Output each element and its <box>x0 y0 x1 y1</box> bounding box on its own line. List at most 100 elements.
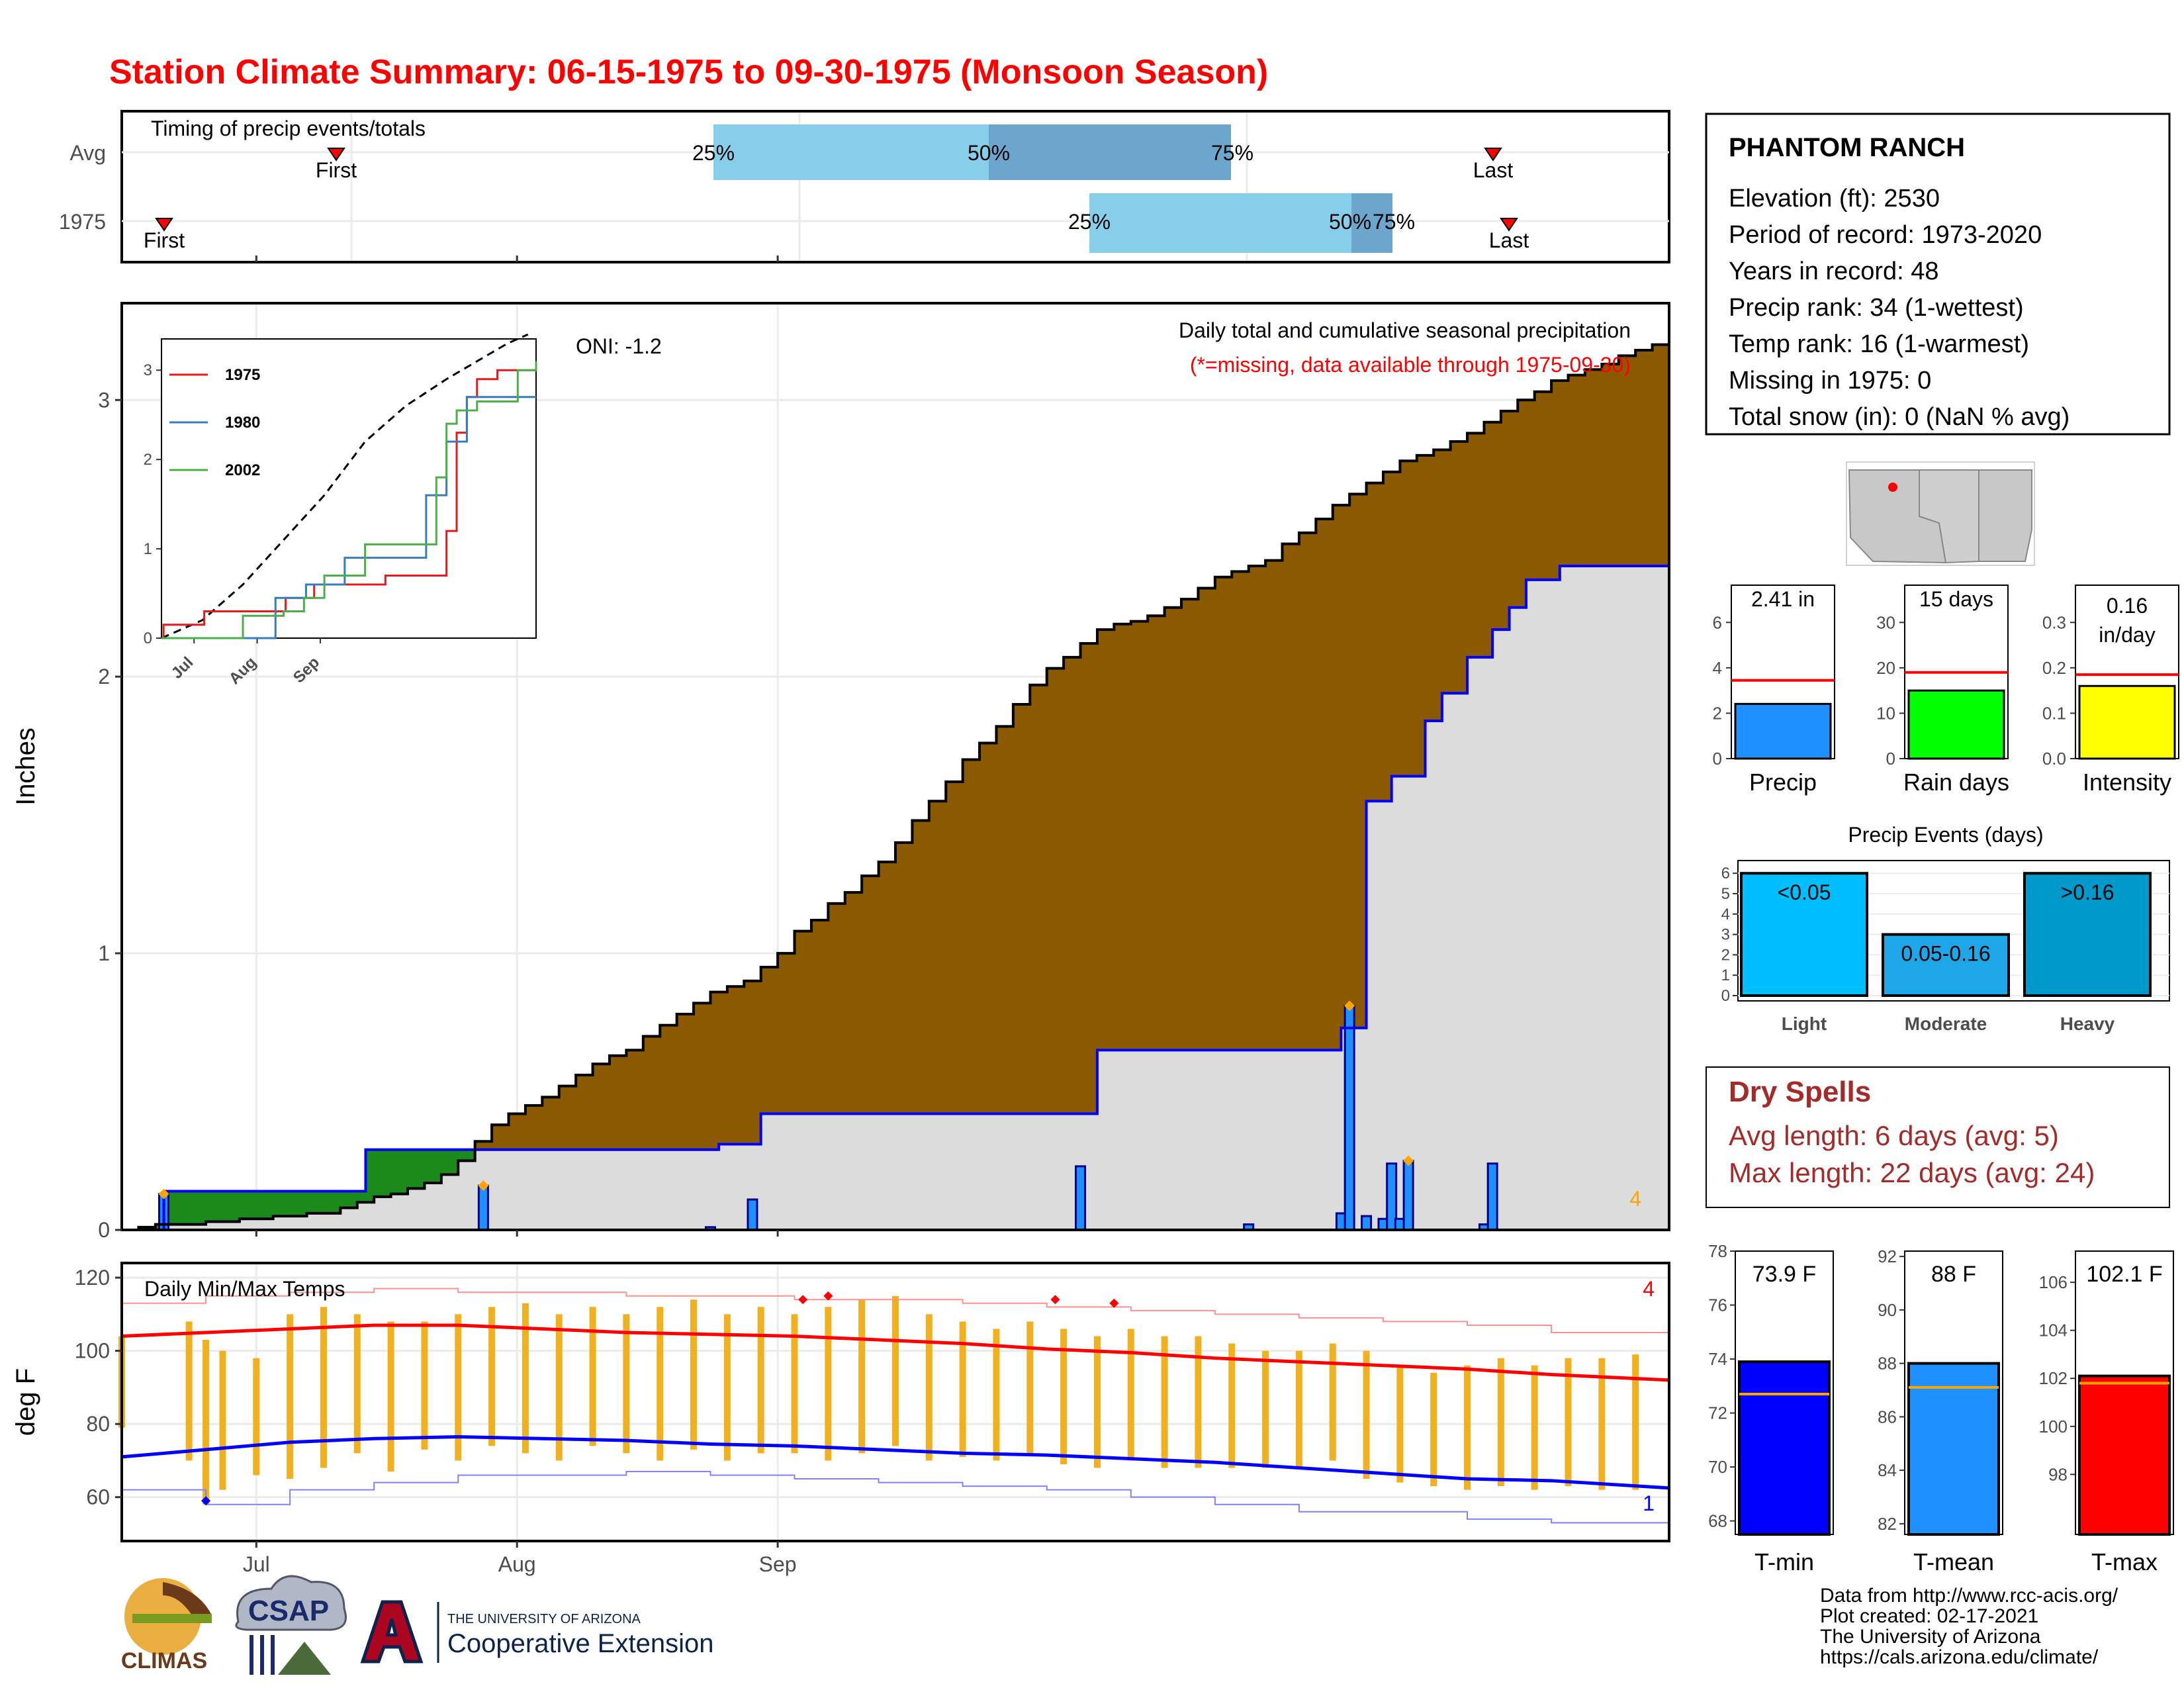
deficit-segment <box>441 1149 459 1175</box>
inset-series-line-1975 <box>161 365 537 639</box>
summary-value: 2.41 in <box>1751 587 1815 611</box>
surplus-segment <box>1148 616 1165 1051</box>
record-high-marker <box>1109 1298 1119 1308</box>
station-location-dot <box>1888 483 1897 492</box>
location-map <box>1846 461 2035 566</box>
events-y-tick-label: 2 <box>1721 946 1730 964</box>
temp-summary-bar-t-max <box>2078 1374 2171 1536</box>
surplus-segment <box>1400 461 1418 776</box>
temp-y-tick-label: 100 <box>75 1339 110 1363</box>
surplus-segment <box>1114 624 1132 1051</box>
surplus-segment <box>1383 471 1392 802</box>
station-info-line: Period of record: 1973-2020 <box>1729 221 2042 249</box>
daily-precip-bar <box>1075 1165 1087 1231</box>
daily-temp-bar <box>287 1314 294 1479</box>
surplus-segment <box>996 726 1014 1114</box>
surplus-segment <box>1652 344 1670 567</box>
daily-temp-bar <box>1598 1358 1606 1490</box>
x-tick-label: Sep <box>759 1552 797 1576</box>
inset-series-line-2002 <box>161 361 537 639</box>
inset-y-tick-label: 2 <box>144 451 152 469</box>
surplus-segment <box>794 931 812 1114</box>
year-25-50-bar <box>1089 193 1351 253</box>
deficit-segment <box>340 1191 358 1208</box>
temp-count-hi: 4 <box>1643 1277 1655 1301</box>
oni-label: ONI: -1.2 <box>576 334 662 358</box>
surplus-segment <box>660 1025 678 1150</box>
deficit-segment <box>306 1191 341 1213</box>
surplus-segment <box>752 980 762 1145</box>
daily-temp-bar <box>1127 1329 1134 1461</box>
surplus-segment <box>1265 560 1283 1051</box>
page-title: Station Climate Summary: 06-15-1975 to 0… <box>109 53 1268 91</box>
timing-row-year: 1975 <box>59 210 106 234</box>
events-y-tick-label: 6 <box>1721 865 1730 882</box>
events-category-label: Heavy <box>2060 1013 2115 1034</box>
summary-bar-intensity <box>2078 684 2176 760</box>
avg-25-50-bar <box>713 124 989 180</box>
ua-line1: THE UNIVERSITY OF ARIZONA <box>447 1612 641 1626</box>
surplus-segment <box>929 801 946 1114</box>
temp-summary-y-tick-label: 74 <box>1708 1349 1727 1369</box>
temp-y-tick-label: 80 <box>86 1412 110 1436</box>
events-bar-label: 0.05-0.16 <box>1901 942 1990 966</box>
dry-spells-title: Dry Spells <box>1729 1076 1871 1108</box>
footer-line: The University of Arizona <box>1820 1626 2041 1648</box>
daily-temp-bar <box>1531 1365 1538 1490</box>
precip-events-chart: Precip Events (days) 0 1 2 3 4 5 6 <0.05 Light 0.… <box>1721 823 2170 1034</box>
temp-ylabel: deg F <box>11 1368 40 1436</box>
station-info-line: Total snow (in): 0 (NaN % avg) <box>1729 403 2070 431</box>
summary-y-tick-label: 20 <box>1876 658 1895 678</box>
temp-summary-y-tick-label: 98 <box>2048 1464 2068 1484</box>
daily-temp-bar <box>858 1299 866 1454</box>
precip-note-missing: (*=missing, data available through 1975-… <box>1190 353 1631 377</box>
surplus-segment <box>1602 363 1619 567</box>
daily-temp-bar <box>1464 1365 1471 1490</box>
temp-y-tick-label: 60 <box>86 1485 110 1509</box>
daily-temp-bar <box>253 1358 260 1476</box>
average-max-line <box>121 1323 1670 1382</box>
temp-panel: deg F Daily Min/Max Temps 4 1 60 80 100 120 <box>11 1262 1670 1542</box>
events-category-label: Moderate <box>1905 1013 1987 1034</box>
surplus-segment <box>1349 494 1359 1028</box>
surplus-segment <box>609 1055 627 1150</box>
daily-temp-bar <box>320 1307 327 1468</box>
daily-temp-bar <box>203 1340 210 1505</box>
daily-temp-bar <box>1228 1343 1236 1468</box>
precip-corner-count: 4 <box>1629 1187 1641 1211</box>
deficit-segment <box>374 1149 392 1197</box>
surplus-segment <box>1484 422 1493 657</box>
summary-y-tick-label: 0 <box>1713 749 1722 769</box>
surplus-segment <box>1366 483 1384 802</box>
daily-precip-bar <box>1361 1215 1373 1231</box>
summary-y-tick-label: 10 <box>1876 703 1895 723</box>
daily-temp-bar <box>791 1314 798 1454</box>
climas-text: CLIMAS <box>121 1648 207 1673</box>
surplus-segment <box>508 1113 526 1150</box>
station-info-line: Years in record: 48 <box>1729 258 1939 285</box>
inset-legend-label: 1975 <box>225 366 260 384</box>
avg-last-marker <box>1484 148 1502 162</box>
surplus-segment <box>592 1064 610 1150</box>
daily-precip-bar <box>477 1184 489 1231</box>
daily-temp-bar <box>1026 1321 1034 1454</box>
season-summary-bars: 0 2 4 6 2.41 in Precip 0 10 20 30 15 days Rain days… <box>1713 585 2179 796</box>
surplus-segment <box>1534 391 1552 580</box>
year-first-label: First <box>144 228 185 252</box>
surplus-segment <box>1013 704 1030 1114</box>
temp-summary-y-tick-label: 86 <box>1878 1407 1897 1427</box>
surplus-segment <box>1181 599 1199 1051</box>
surplus-segment <box>1232 571 1250 1051</box>
temp-summary-bar-t-mean <box>1907 1362 2000 1536</box>
deficit-segment <box>239 1191 274 1219</box>
summary-value: 15 days <box>1919 587 1993 611</box>
average-area <box>122 566 1669 1230</box>
summary-label: Rain days <box>1903 769 2009 796</box>
inset-average-line <box>161 333 529 639</box>
surplus-segment <box>878 862 896 1114</box>
daily-temp-bar <box>1161 1336 1168 1468</box>
record-high-marker <box>1050 1295 1060 1305</box>
deficit-segment <box>273 1191 308 1217</box>
surplus-segment <box>1198 588 1216 1051</box>
